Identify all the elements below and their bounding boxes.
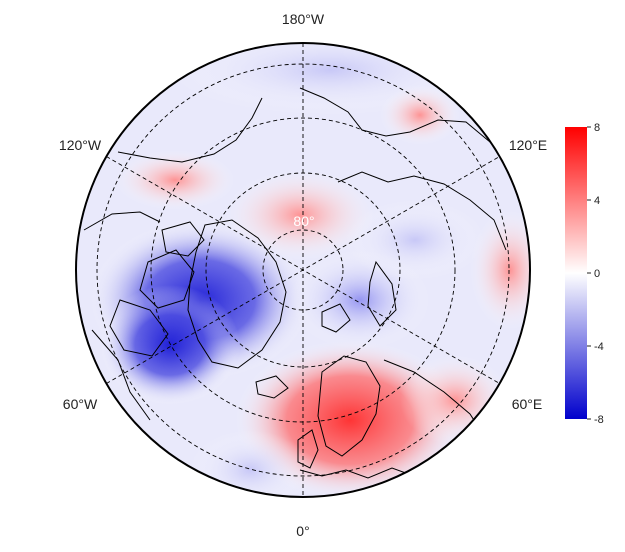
colorbar-ticks: 8 4 0 -4 -8 (587, 122, 604, 426)
anomaly-blob (400, 355, 510, 445)
anomaly-blob (190, 430, 310, 510)
colorbar-tick-label: 0 (594, 268, 600, 280)
lon-label-60w: 60°W (63, 396, 98, 412)
colorbar-ramp (565, 127, 587, 419)
colorbar-tick-label: -4 (594, 341, 604, 353)
lon-label-0: 0° (296, 523, 309, 539)
colorbar-tick-label: 4 (594, 195, 600, 207)
anomaly-blob (115, 150, 235, 210)
lon-label-120w: 120°W (59, 137, 102, 153)
colorbar-tick-label: -8 (594, 414, 604, 426)
anomaly-blob (470, 210, 550, 330)
lon-label-60e: 60°E (512, 396, 543, 412)
colorbar-tick-label: 8 (594, 122, 600, 134)
anomaly-blob (345, 200, 485, 280)
latitude-label-80: 80° (293, 213, 314, 229)
lon-label-180w: 180°W (282, 11, 325, 27)
anomaly-blob (380, 85, 460, 145)
colorbar: 8 4 0 -4 -8 (565, 122, 604, 426)
map-disc (70, 25, 550, 510)
lon-label-120e: 120°E (509, 137, 547, 153)
